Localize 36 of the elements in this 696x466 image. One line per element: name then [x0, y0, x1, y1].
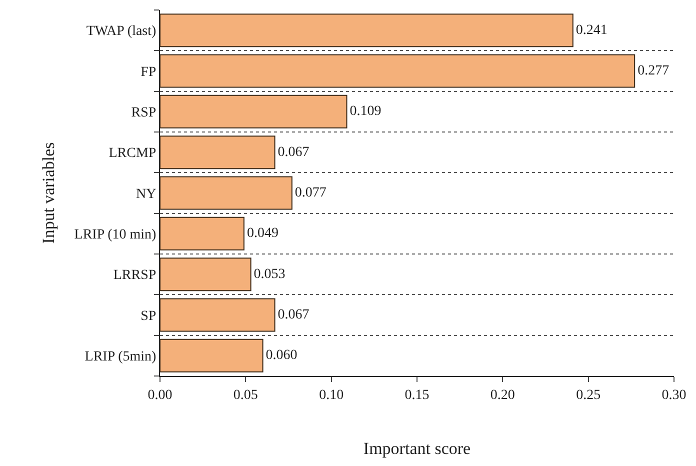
x-tick-label: 0.20 [490, 388, 515, 403]
y-tick-label: LRCMP [108, 146, 156, 162]
x-axis-title: Important score [363, 439, 471, 458]
bar [160, 298, 276, 332]
x-tick-label: 0.25 [576, 388, 601, 403]
bar [160, 176, 292, 210]
bar [160, 54, 636, 88]
y-tick-label: LRIP (10 min) [74, 228, 157, 243]
data-label: 0.067 [278, 144, 310, 160]
y-tick-label: FP [140, 64, 156, 80]
data-label: 0.241 [576, 22, 608, 38]
data-label: 0.067 [278, 308, 310, 322]
data-label: 0.049 [246, 226, 278, 242]
bar [160, 14, 574, 48]
x-tick-label: 0.15 [404, 388, 430, 403]
data-label: 0.060 [266, 348, 298, 364]
x-tick-label: 0.10 [319, 388, 344, 403]
bar [160, 258, 252, 292]
data-label: 0.077 [294, 186, 326, 200]
x-tick-label: 0.00 [148, 388, 172, 403]
x-tick-label: 0.30 [662, 388, 686, 403]
bar [160, 136, 276, 170]
y-tick-label: RSP [131, 106, 156, 121]
y-tick-label: NY [136, 186, 156, 202]
bar [160, 338, 264, 372]
y-tick-label: SP [140, 308, 156, 324]
y-tick-label: LRRSP [113, 268, 156, 284]
y-tick-label: LRIP (5min) [84, 350, 157, 365]
y-tick-label: TWAP (last) [86, 24, 157, 40]
bar [160, 216, 244, 250]
data-label: 0.053 [254, 266, 286, 282]
bar [160, 94, 348, 128]
data-label: 0.109 [350, 104, 382, 120]
y-axis-title: Input variables [38, 142, 58, 244]
data-label: 0.277 [638, 64, 670, 78]
x-tick-label: 0.05 [233, 388, 258, 403]
